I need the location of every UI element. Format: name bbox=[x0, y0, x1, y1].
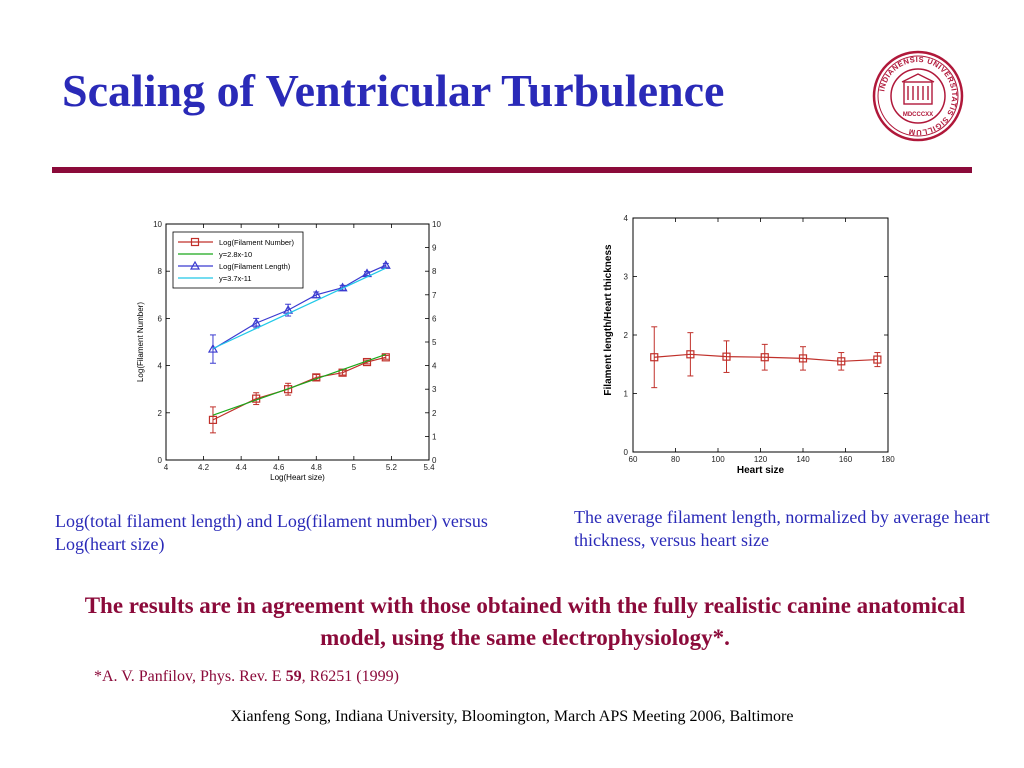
y-axis-label: Log(Filament Number) bbox=[136, 302, 145, 382]
x-tick-label: 4.6 bbox=[273, 463, 285, 472]
data-point bbox=[837, 357, 846, 366]
y-tick-label: 4 bbox=[624, 214, 629, 223]
title-divider bbox=[52, 167, 972, 173]
slide-footer: Xianfeng Song, Indiana University, Bloom… bbox=[230, 708, 794, 725]
reference-suffix: , R6251 (1999) bbox=[301, 668, 399, 685]
legend-marker bbox=[189, 260, 201, 270]
log-scaling-chart: 4 4.2 4.4 4.6 4.8 5 5.2 5.40246810012345678910L… bbox=[133, 212, 443, 487]
y-right-tick-label: 3 bbox=[432, 385, 437, 394]
chart-legend bbox=[172, 231, 304, 289]
x-tick-label: 4.2 bbox=[198, 463, 210, 472]
data-point bbox=[722, 352, 731, 361]
y-right-tick-label: 6 bbox=[432, 314, 437, 323]
y-right-tick-label: 4 bbox=[432, 362, 437, 371]
x-axis-label: Heart size bbox=[737, 465, 785, 475]
data-point bbox=[381, 353, 390, 362]
data-point bbox=[686, 350, 695, 359]
x-tick-label: 5.2 bbox=[386, 463, 398, 472]
conclusion-text: The results are in agreement with those … bbox=[84, 593, 966, 650]
legend-entry: y=2.8x-10 bbox=[219, 250, 252, 259]
y-tick-label: 4 bbox=[158, 362, 163, 371]
y-right-tick-label: 2 bbox=[432, 409, 437, 418]
y-right-tick-label: 5 bbox=[432, 338, 437, 347]
normalized-length-chart: 60 80 100 120 140 160 180 0 1 2 3 4 Heart size Filame… bbox=[600, 210, 900, 475]
y-tick-label: 0 bbox=[624, 448, 629, 457]
reference-prefix: *A. V. Panfilov, Phys. Rev. E bbox=[94, 668, 286, 685]
x-tick-label: 80 bbox=[671, 455, 680, 464]
y-right-tick-label: 9 bbox=[432, 244, 437, 253]
y-axis-label: Filament length/Heart thickness bbox=[603, 244, 614, 396]
data-point bbox=[208, 415, 218, 424]
legend-entry: Log(Filament Number) bbox=[219, 238, 295, 247]
y-right-tick-label: 10 bbox=[432, 220, 441, 229]
chart-left-caption: Log(total filament length) and Log(filam… bbox=[55, 511, 488, 555]
data-point bbox=[798, 354, 808, 363]
university-seal-logo: INDIANENSIS UNIVERSITATIS SIGILLUM MDCCC… bbox=[872, 50, 964, 142]
data-point bbox=[873, 355, 882, 364]
series-line bbox=[212, 267, 387, 350]
x-tick-label: 180 bbox=[881, 455, 895, 464]
y-tick-label: 10 bbox=[153, 220, 162, 229]
x-tick-label: 140 bbox=[796, 455, 810, 464]
y-tick-label: 0 bbox=[158, 456, 163, 465]
y-right-tick-label: 0 bbox=[432, 456, 437, 465]
y-tick-label: 1 bbox=[624, 390, 629, 399]
data-point bbox=[760, 353, 769, 362]
y-tick-label: 2 bbox=[624, 331, 629, 340]
data-point bbox=[251, 317, 262, 327]
x-tick-label: 4.4 bbox=[236, 463, 248, 472]
legend-entry: Log(Filament Length) bbox=[219, 262, 291, 271]
plot-frame bbox=[632, 217, 889, 453]
x-tick-label: 60 bbox=[629, 455, 638, 464]
y-right-tick-label: 8 bbox=[432, 267, 437, 276]
x-tick-label: 100 bbox=[711, 455, 725, 464]
data-point bbox=[650, 353, 659, 362]
seal-year-text: MDCCCXX bbox=[903, 112, 933, 118]
y-tick-label: 6 bbox=[158, 314, 163, 323]
series-line bbox=[212, 353, 386, 416]
y-right-tick-label: 7 bbox=[432, 291, 437, 300]
data-point bbox=[207, 343, 218, 353]
x-tick-label: 160 bbox=[839, 455, 853, 464]
slide-title: Scaling of Ventricular Turbulence bbox=[62, 65, 725, 116]
legend-entry: y=3.7x-11 bbox=[219, 274, 252, 283]
series-line bbox=[212, 356, 386, 421]
reference-citation: *A. V. Panfilov, Phys. Rev. E 59, R6251 … bbox=[94, 668, 399, 686]
chart-right-caption: The average filament length, normalized … bbox=[574, 507, 990, 551]
legend-marker bbox=[190, 237, 200, 247]
x-tick-label: 4 bbox=[164, 463, 169, 472]
y-tick-label: 8 bbox=[158, 267, 163, 276]
x-tick-label: 4.8 bbox=[311, 463, 323, 472]
y-right-tick-label: 1 bbox=[432, 432, 437, 441]
x-tick-label: 5.4 bbox=[423, 463, 435, 472]
x-tick-label: 5 bbox=[352, 463, 357, 472]
y-tick-label: 3 bbox=[624, 273, 629, 282]
y-tick-label: 2 bbox=[158, 409, 163, 418]
data-point bbox=[284, 385, 293, 394]
reference-volume: 59 bbox=[285, 668, 302, 685]
x-axis-label: Log(Heart size) bbox=[270, 473, 325, 482]
x-tick-label: 120 bbox=[754, 455, 768, 464]
data-point bbox=[311, 289, 322, 299]
